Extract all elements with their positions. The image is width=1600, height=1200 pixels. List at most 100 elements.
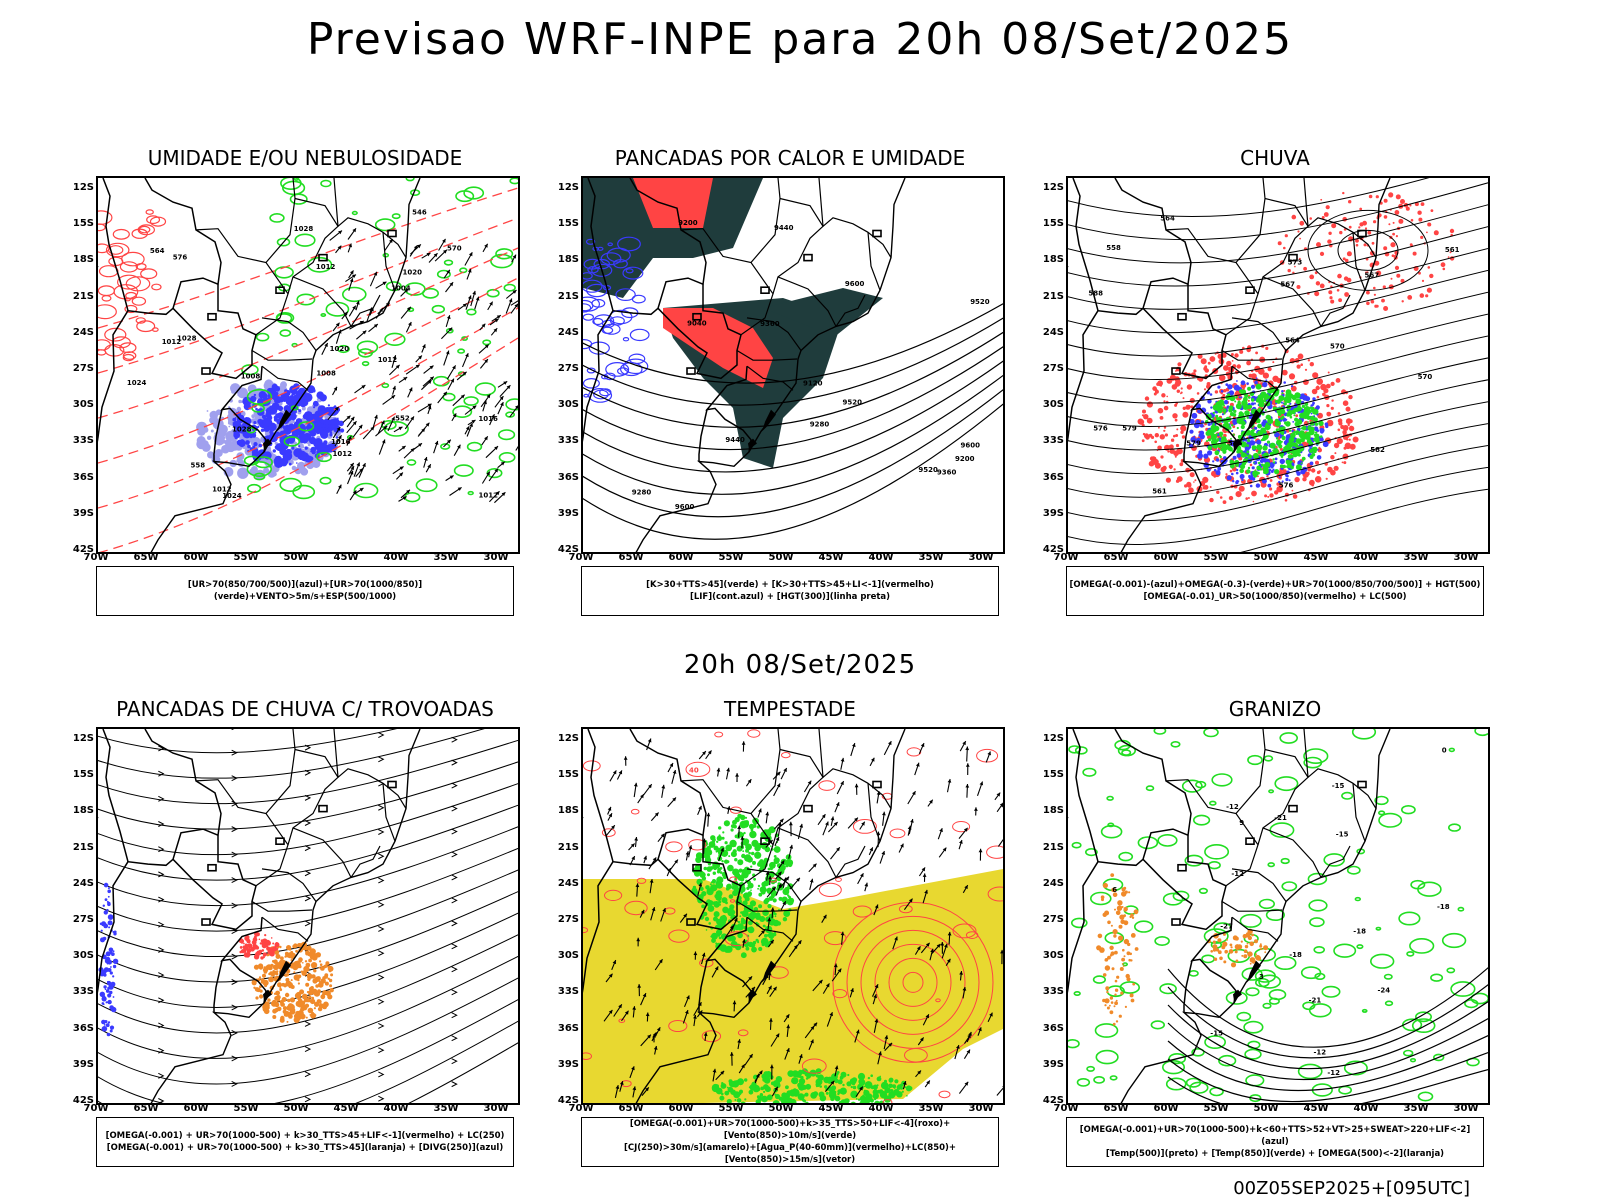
humidity-green-contour (461, 336, 468, 341)
thunderstorm-orange (282, 1006, 288, 1011)
rain-red (1236, 364, 1241, 369)
wind-vector-head (415, 364, 420, 369)
wind-vector-head (338, 435, 342, 440)
wind-vector-head (947, 779, 952, 783)
wind-850-green (763, 925, 766, 928)
water-vapor-contour (952, 821, 971, 833)
thunderstorm-orange (295, 949, 298, 953)
wind-850-green (748, 920, 753, 926)
wind-vector-head (720, 847, 724, 852)
wind-vector-head (433, 253, 438, 258)
lagoon (1233, 438, 1242, 450)
wind-850-green (704, 916, 710, 922)
wind-vector-head (701, 952, 706, 957)
contour-label: 1016 (478, 415, 498, 423)
humidity-blue (252, 445, 256, 449)
wind-850-green (748, 1086, 751, 1089)
rain-red (1154, 389, 1159, 394)
rain-red (1328, 290, 1333, 295)
contour-label: 9600 (845, 280, 865, 288)
water-vapor-contour (935, 998, 941, 1003)
rain-red (1299, 237, 1301, 240)
wind-850-green (703, 866, 708, 871)
wind-vector-head (765, 871, 770, 875)
omega-green (1246, 469, 1251, 474)
contour-label: 9120 (803, 379, 823, 387)
rain-red (1173, 434, 1176, 438)
omega-blue (1236, 380, 1238, 382)
temp-850-contour (1406, 951, 1415, 957)
rain-red (1338, 298, 1342, 303)
wind-vector-head (978, 1027, 982, 1032)
wind-850-green (721, 897, 728, 904)
thunderstorm-orange (293, 974, 300, 981)
humidity-blue (272, 449, 276, 453)
rain-red (1348, 438, 1351, 441)
wind-850-green (728, 894, 734, 899)
omega-blue (1291, 429, 1294, 433)
rain-red (1381, 298, 1385, 303)
wind-850-green (742, 850, 745, 853)
omega-orange (1255, 953, 1257, 956)
omega-green (1293, 414, 1296, 417)
omega-blue (1233, 384, 1240, 391)
streamline-arrow (451, 920, 458, 927)
layer-fields: 1008 100810161020101210041012101210281024… (98, 178, 518, 552)
omega-green (1262, 445, 1268, 451)
wind-vector-head (356, 462, 360, 467)
wind-850-green (712, 871, 716, 875)
country-border (1190, 917, 1237, 1004)
omega-green (1229, 459, 1235, 465)
rain-red (1433, 230, 1439, 236)
country-border (1142, 284, 1227, 380)
streamline-arrow (451, 805, 458, 812)
wind-vector-head (427, 464, 431, 469)
omega-blue (1193, 435, 1196, 438)
rain-red (1272, 361, 1275, 364)
rain-red (1207, 361, 1211, 365)
rain-red (1197, 377, 1200, 381)
thunderstorm-orange (255, 996, 259, 1000)
temp-850-contour (1185, 1077, 1202, 1088)
wind-vector-head (324, 343, 328, 347)
lon-tick-label: 30W (968, 552, 994, 563)
omega-green (1230, 437, 1232, 440)
lif-contour (625, 268, 634, 274)
wind-vector-head (631, 856, 635, 861)
state-border (822, 768, 892, 809)
humidity-green-contour (436, 269, 451, 279)
omega-green (1237, 446, 1241, 450)
temp-850-contour (1209, 800, 1217, 806)
rain-red (1355, 243, 1359, 247)
rain-red (1331, 223, 1337, 229)
humidity-blue (275, 443, 284, 452)
omega-orange (1251, 933, 1254, 937)
state-border (292, 827, 352, 878)
lif-contour (583, 303, 592, 313)
rain-red (1366, 290, 1370, 295)
rain-red (1294, 265, 1296, 268)
state-border (382, 232, 396, 291)
thunderstorm-orange (262, 967, 269, 973)
map-area: 1008 1008 1016 1020 1012 1004 1012 1012 1028 1024… (96, 176, 520, 554)
rain-red (1160, 466, 1166, 473)
thunderstorm-orange (317, 989, 321, 994)
lon-tick-label: 70W (1053, 1103, 1079, 1114)
wind-850-green (722, 831, 725, 834)
temp-850-contour (1245, 987, 1260, 997)
streamline-arrow (378, 998, 385, 1005)
thickness-contour (135, 317, 147, 324)
wind-850-green (772, 1102, 776, 1103)
wind-vector-head (729, 925, 734, 930)
state-border (251, 900, 313, 912)
rain-red (1320, 198, 1323, 201)
rain-red (1154, 440, 1157, 444)
wind-vector-head (910, 819, 914, 823)
wind-vector-head (352, 421, 357, 426)
humidity-light (206, 435, 212, 440)
wind-vector-head (737, 825, 742, 830)
rain-red (1373, 286, 1376, 290)
wind-850-green (883, 1095, 892, 1103)
water-vapor-contour (688, 839, 707, 851)
lon-tick-label: 30W (483, 552, 509, 563)
